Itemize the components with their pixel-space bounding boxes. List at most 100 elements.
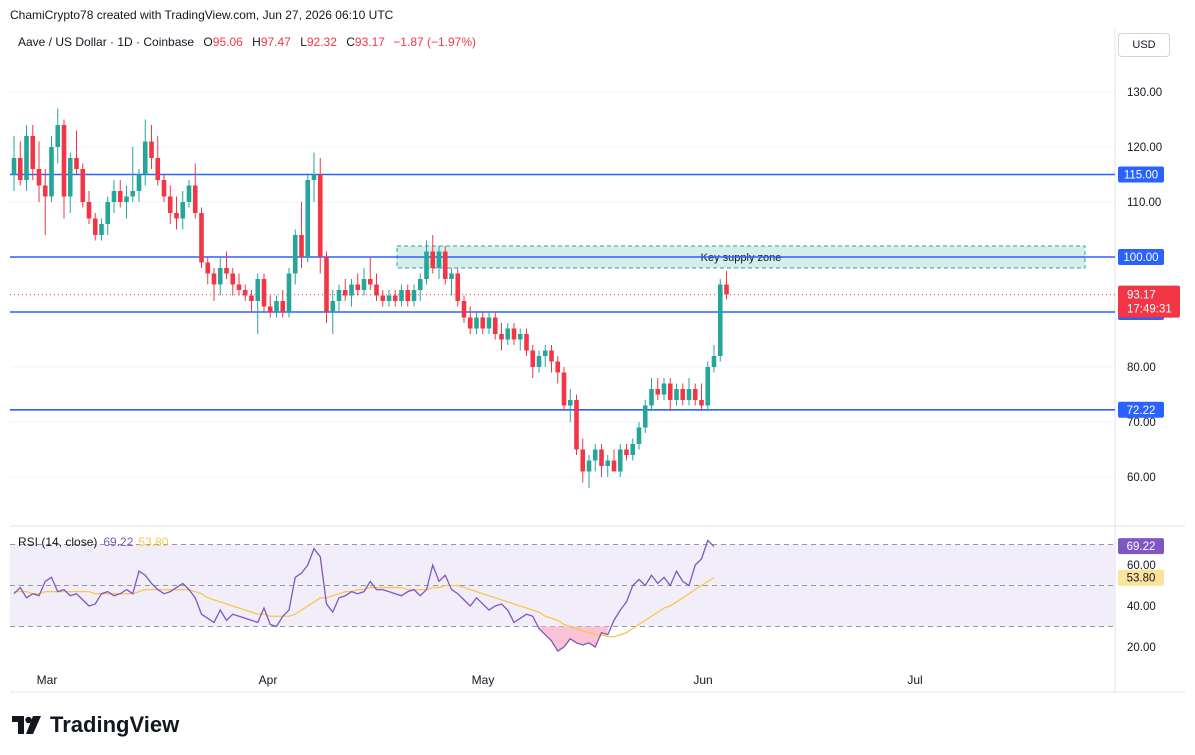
candle-body: [86, 202, 92, 219]
time-tick-label: Apr: [259, 673, 278, 687]
candle-body: [349, 284, 354, 296]
candle-body: [30, 136, 36, 169]
price-tick-label: 110.00: [1127, 197, 1161, 209]
candle-body: [80, 169, 86, 202]
candle-body: [492, 317, 498, 334]
rsi-tick-label: 60.00: [1127, 560, 1156, 572]
candle-body: [224, 268, 229, 274]
candle-body: [405, 290, 411, 301]
level-tag: [1118, 166, 1164, 183]
candle-body: [592, 449, 598, 461]
candle-body: [580, 449, 586, 472]
candle-body: [455, 273, 461, 301]
candle-body: [130, 191, 136, 197]
supply-zone-label: Key supply zone: [701, 252, 782, 264]
candle-body: [605, 460, 611, 466]
level-tag: [1118, 401, 1164, 418]
candle-body: [667, 383, 673, 400]
rsi-title: RSI (14, close): [18, 535, 98, 549]
candle-body: [680, 389, 686, 400]
level-tag: [1118, 249, 1164, 265]
candle-body: [549, 350, 554, 362]
candle-body: [386, 295, 392, 301]
candle-body: [517, 334, 523, 340]
candle-body: [217, 268, 223, 285]
candle-body: [574, 400, 579, 450]
candle-body: [311, 174, 317, 180]
candle-body: [411, 290, 417, 301]
last-price-tag: [1118, 285, 1180, 318]
candle-body: [374, 284, 379, 296]
candle-body: [536, 356, 542, 367]
countdown-label: 17:49:31: [1127, 304, 1172, 316]
candle-body: [242, 290, 248, 296]
candle-body: [367, 279, 373, 285]
candle-body: [530, 350, 536, 367]
candle-body: [392, 295, 398, 301]
time-tick-label: Mar: [37, 673, 58, 687]
high-value: 97.47: [260, 35, 291, 49]
candle-body: [55, 125, 61, 147]
candle-body: [261, 279, 267, 307]
candle-body: [180, 202, 186, 219]
price-tick-label: 60.00: [1127, 472, 1156, 484]
candle-body: [336, 290, 342, 301]
close-label: C: [346, 35, 355, 49]
candle-body: [674, 389, 679, 400]
candle-body: [74, 158, 79, 169]
rsi-ma-line: [14, 577, 715, 638]
last-price-label: 93.17: [1127, 290, 1156, 302]
candle-body: [636, 427, 642, 444]
candle-body: [705, 367, 711, 406]
open-value: 95.06: [212, 35, 243, 49]
candle-body: [292, 235, 298, 274]
candle-body: [167, 196, 173, 213]
candle-body: [524, 334, 529, 351]
price-tick-label: 120.00: [1127, 142, 1162, 154]
candle-body: [611, 460, 617, 472]
candle-body: [174, 213, 179, 219]
created-by-line: ChamiCrypto78 created with TradingView.c…: [10, 8, 394, 22]
candle-body: [399, 290, 404, 301]
rsi-line: [13, 539, 715, 653]
candle-body: [11, 158, 17, 175]
candle-body: [99, 224, 104, 235]
candle-body: [286, 273, 292, 312]
rsi-legend-value: 69.22: [103, 535, 134, 549]
symbol-title: Aave / US Dollar · 1D · Coinbase: [18, 35, 195, 49]
currency-button[interactable]: USD: [1118, 33, 1170, 57]
low-value: 92.32: [306, 35, 337, 49]
candle-body: [542, 350, 548, 356]
candle-body: [136, 174, 142, 191]
candle-body: [199, 213, 204, 263]
candle-body: [499, 334, 504, 340]
brand[interactable]: TradingView: [12, 712, 179, 738]
candle-body: [67, 158, 73, 197]
candle-body: [236, 284, 242, 290]
candle-body: [567, 400, 573, 406]
candle-body: [561, 372, 567, 406]
level-tag-label: 72.22: [1127, 405, 1156, 417]
rsi-tick-label: 20.00: [1127, 642, 1156, 654]
time-tick-label: Jun: [693, 673, 712, 687]
candle-body: [142, 141, 148, 175]
candle-body: [649, 389, 654, 406]
candle-body: [111, 191, 117, 202]
candle-body: [149, 141, 154, 158]
candle-body: [436, 251, 442, 268]
candle-body: [586, 460, 592, 472]
candle-body: [474, 317, 479, 329]
price-tick-label: 70.00: [1127, 417, 1156, 429]
rsi-value-tag: [1118, 538, 1164, 555]
candle-body: [255, 279, 261, 301]
rsi-ma-tag: [1118, 569, 1164, 586]
candle-body: [192, 185, 198, 213]
candle-body: [417, 279, 423, 290]
tradingview-logo-icon: [12, 716, 41, 734]
candle-body: [161, 180, 167, 197]
candle-body: [511, 328, 517, 340]
candle-body: [711, 356, 717, 367]
time-tick-label: Jul: [907, 673, 922, 687]
candle-body: [61, 125, 67, 197]
